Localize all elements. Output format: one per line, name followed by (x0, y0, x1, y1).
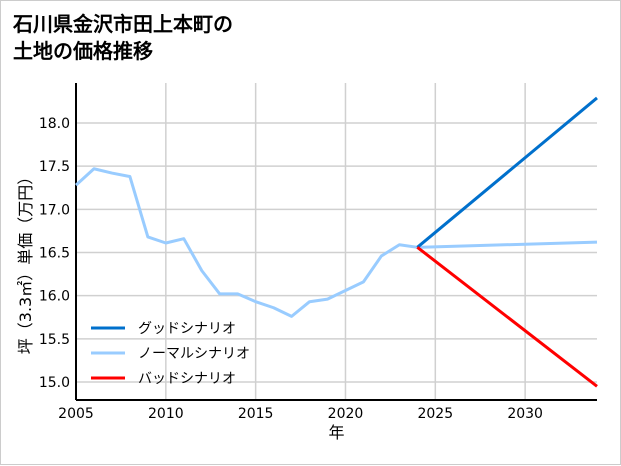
y-tick-label: 15.0 (39, 375, 70, 391)
x-tick-label: 2030 (507, 406, 543, 422)
series-line-2 (416, 246, 598, 388)
series-line-0 (74, 167, 598, 318)
x-tick-label: 2010 (148, 406, 184, 422)
x-tick-label: 2015 (238, 406, 274, 422)
x-tick-label: 2005 (58, 406, 94, 422)
x-tick-label: 2020 (328, 406, 364, 422)
y-tick-label: 18.0 (39, 116, 70, 132)
y-tick-label: 16.5 (39, 245, 70, 261)
legend-label: バッドシナリオ (138, 371, 236, 387)
y-tick-label: 16.0 (39, 289, 70, 305)
y-tick-label: 17.0 (39, 202, 70, 218)
y-tick-label: 15.5 (39, 332, 70, 348)
x-axis-label: 年 (328, 423, 344, 442)
series-line-1 (416, 96, 598, 249)
chart-title: 石川県金沢市田上本町の 土地の価格推移 (13, 12, 233, 63)
legend-label: ノーマルシナリオ (138, 346, 250, 362)
x-tick-label: 2025 (417, 406, 453, 422)
y-tick-label: 17.5 (39, 159, 70, 175)
y-axis-label: 坪（3.3㎡）単価（万円） (16, 169, 35, 354)
legend-label: グッドシナリオ (138, 321, 236, 337)
